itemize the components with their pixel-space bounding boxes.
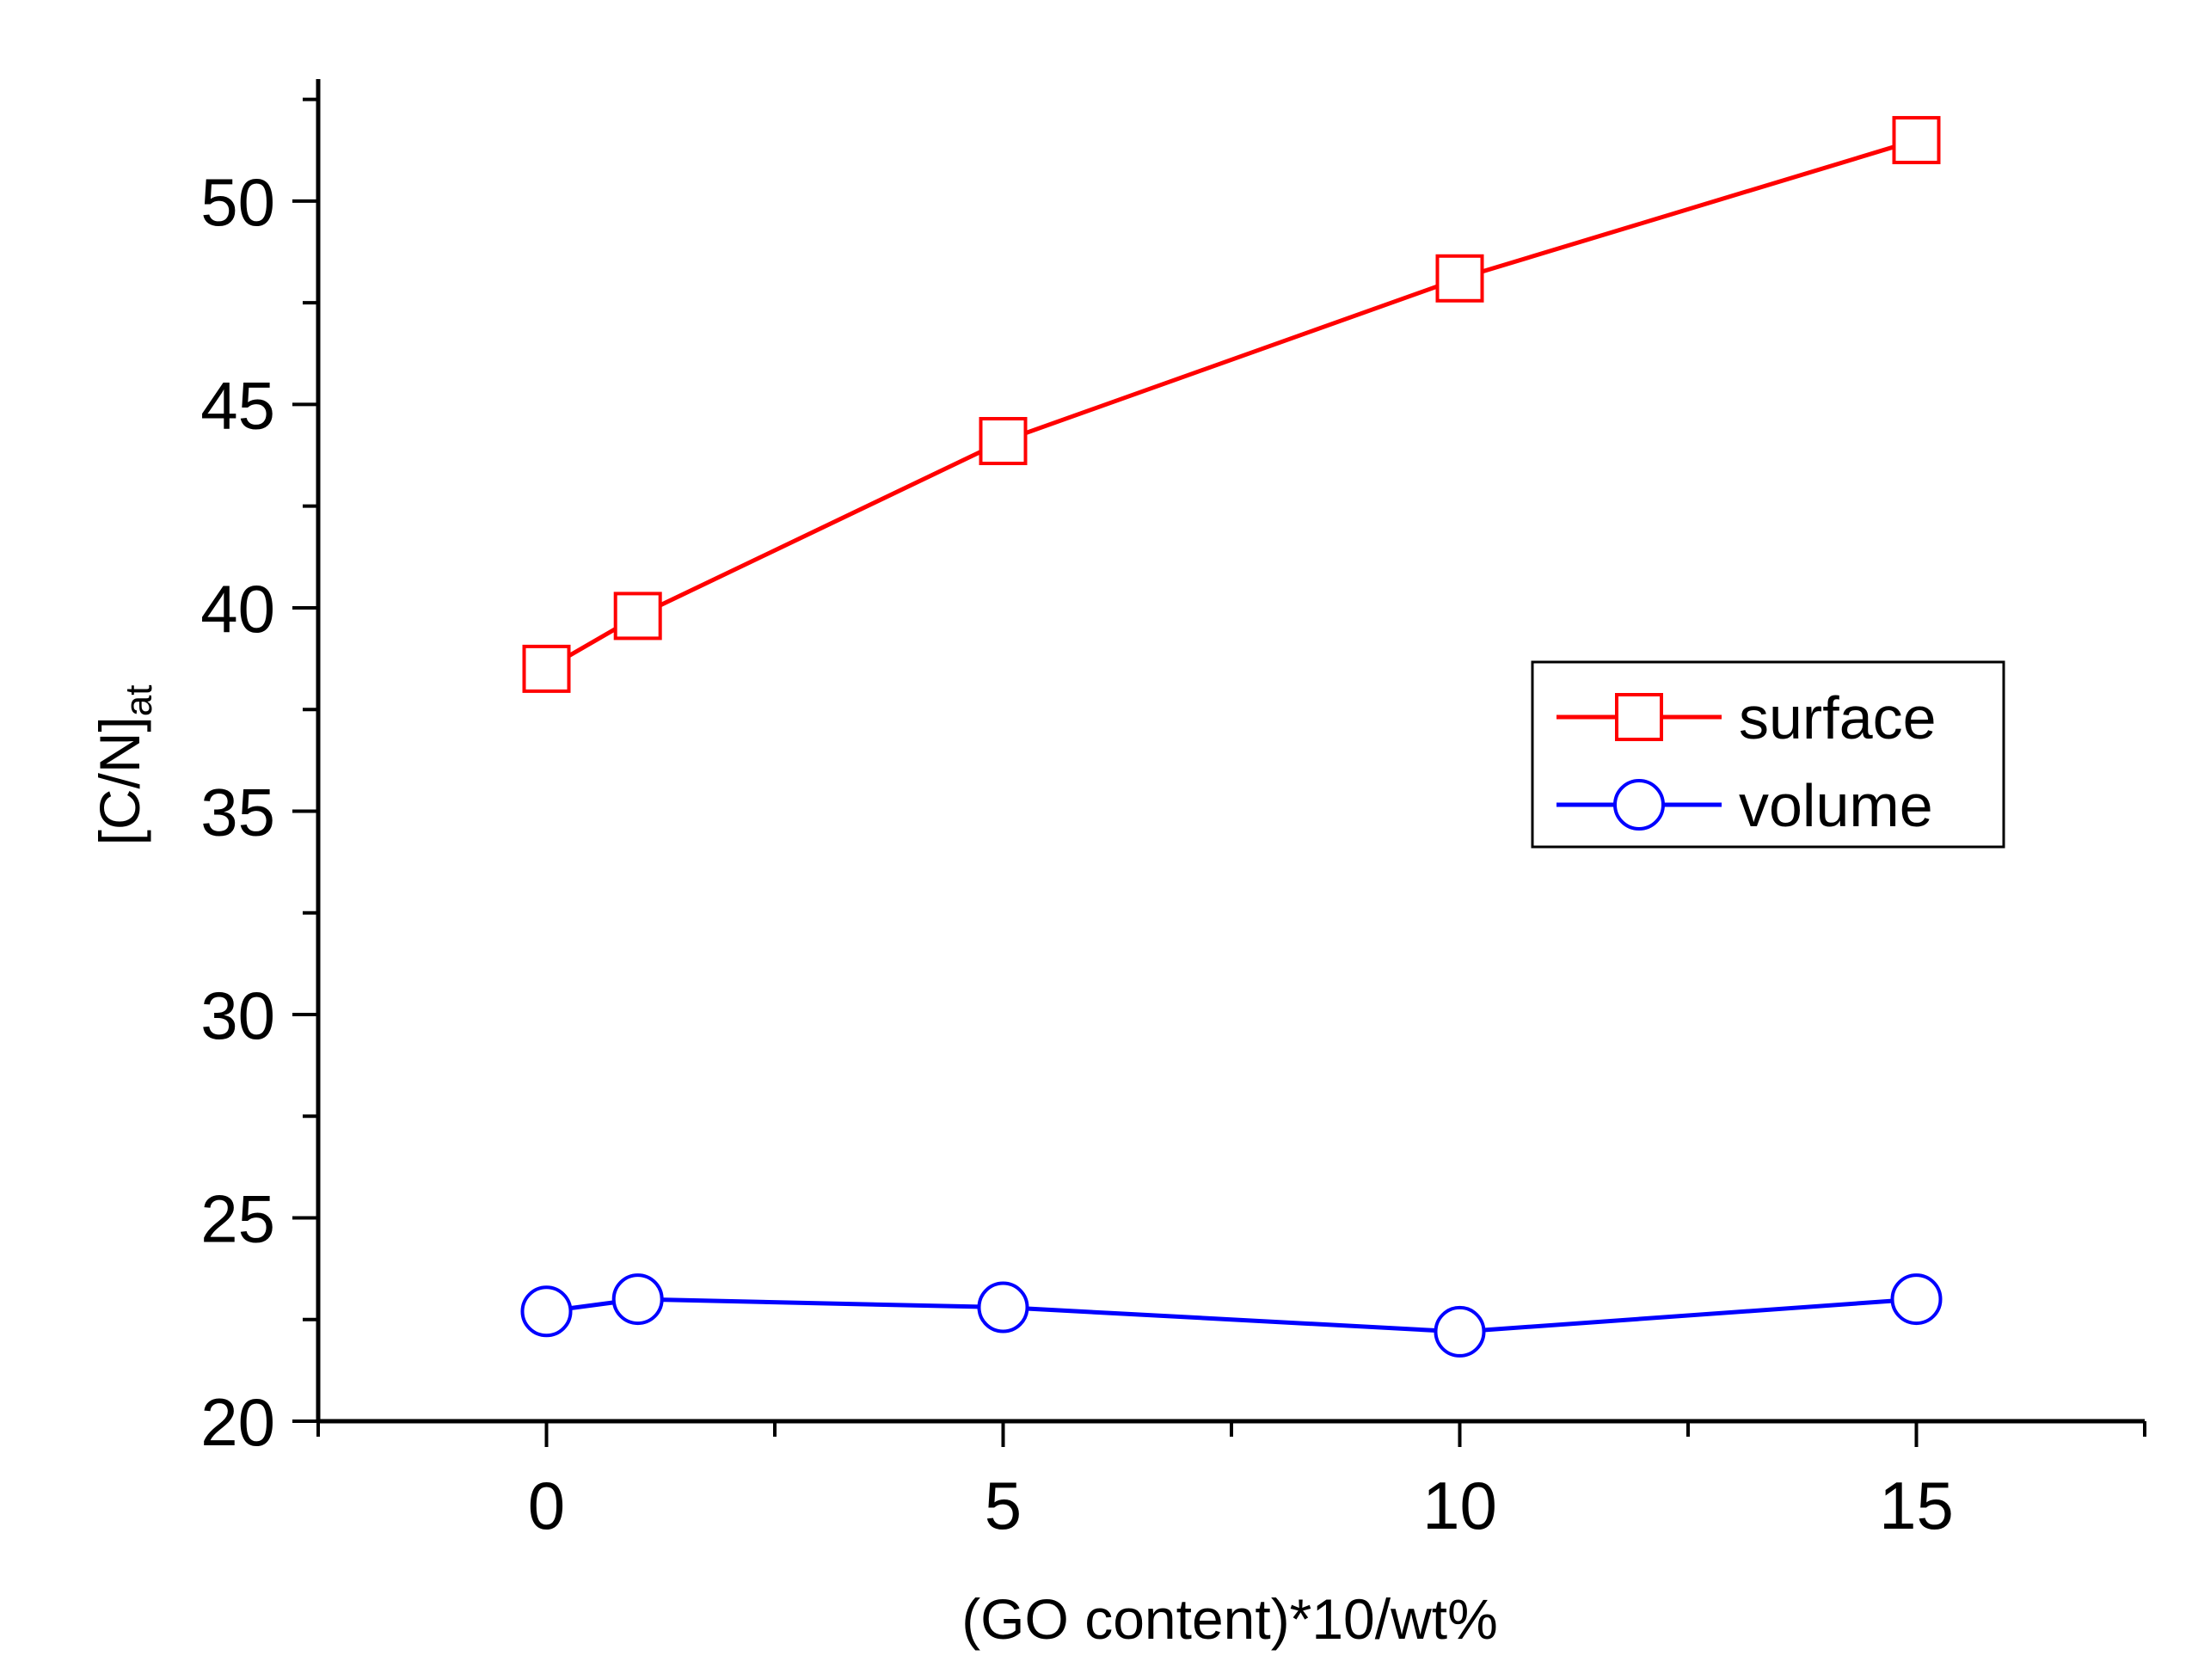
surface-point	[1435, 254, 1484, 303]
legend-item-surface: surface	[1557, 684, 1937, 751]
series-layer	[520, 115, 1943, 1358]
y-tick-label: 40	[200, 571, 275, 647]
volume-point	[1890, 1273, 1943, 1326]
x-tick-label: 10	[1422, 1468, 1497, 1543]
surface-point	[613, 592, 662, 641]
volume-point	[611, 1273, 664, 1326]
y-tick-label: 20	[200, 1384, 275, 1460]
volume-point	[520, 1285, 573, 1338]
surface-point	[1892, 115, 1941, 164]
y-tick-label: 45	[200, 367, 275, 443]
legend-label: volume	[1739, 772, 1933, 839]
surface-point	[979, 416, 1028, 465]
legend-box	[1531, 660, 2005, 849]
y-tick-label: 30	[200, 978, 275, 1053]
legend: surface volume	[1531, 660, 2005, 849]
axes: 20 25 30 35 40 45 50 0 5 10 15	[200, 79, 2146, 1543]
y-tick-label: 50	[200, 164, 275, 240]
series-volume	[520, 1273, 1943, 1358]
series-surface	[522, 115, 1941, 693]
volume-line	[546, 1297, 1917, 1334]
legend-marker	[1615, 693, 1663, 741]
y-tick-label: 25	[200, 1180, 275, 1256]
axis-labels: (GO content)*10/wt% [C/N]at	[88, 684, 1498, 1651]
y-axis-title: [C/N]at	[88, 684, 160, 845]
x-tick-label: 15	[1879, 1468, 1954, 1543]
surface-point	[522, 644, 571, 693]
y-axis-title-subscript: at	[118, 684, 160, 716]
volume-point	[977, 1281, 1029, 1334]
surface-line	[545, 138, 1918, 671]
x-axis-title: (GO content)*10/wt%	[961, 1587, 1498, 1651]
legend-item-volume: volume	[1557, 772, 1933, 839]
y-tick-label: 35	[200, 774, 275, 849]
volume-point	[1434, 1305, 1486, 1358]
legend-marker	[1613, 779, 1665, 831]
y-axis-title-main: [C/N]	[88, 716, 151, 845]
legend-label: surface	[1739, 684, 1937, 751]
x-tick-label: 0	[528, 1468, 565, 1543]
x-tick-label: 5	[985, 1468, 1022, 1543]
